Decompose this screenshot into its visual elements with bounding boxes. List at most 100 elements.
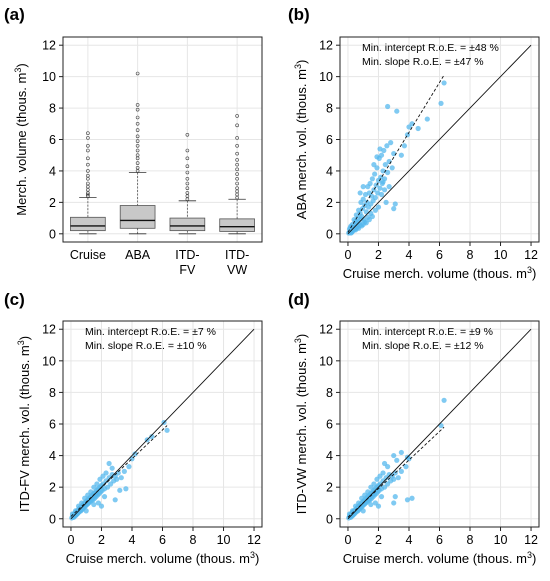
scatter-point [380,179,386,185]
x-tick-label: 2 [375,533,382,547]
scatter-point [398,449,404,456]
box-outlier [86,148,90,153]
x-axis-title-main: Cruise merch. volume (thous. m [343,551,527,566]
box-outlier [235,143,239,148]
y-tick-label: 0 [49,227,56,241]
box-outlier [235,167,239,172]
y-axis-title: Merch. volume (thous. m3) [13,63,29,215]
scatter-point [164,427,170,433]
y-tick-label: 2 [49,481,56,495]
x-tick-label: 10 [494,533,508,547]
scatter-point [360,184,366,190]
scatter-point [404,497,411,503]
y-tick-label: 4 [49,164,56,178]
box-outlier [86,136,90,140]
scatter-point [385,103,391,110]
box-outlier [235,176,239,181]
scatter-point [374,154,380,160]
scatter-point [391,476,397,482]
scatter-point [383,199,389,205]
scatter-point [398,468,404,474]
annotation-text: Min. slope R.o.E. = ±12 % [362,340,484,352]
box-outlier [185,132,190,137]
scatter-point [118,475,124,481]
regression-fit-line [70,425,168,517]
box-outlier [135,107,140,112]
y-axis-title-sup: 3 [13,68,23,73]
panel-label: (a) [4,5,25,24]
scatter-point [392,201,398,207]
scatter-point [394,108,400,114]
scatter-point [103,470,109,476]
y-tick-label: 6 [326,418,333,432]
y-tick-label: 0 [326,227,333,241]
annotation-text: Min. intercept R.o.E. = ±7 % [85,326,216,338]
scatter-point [380,168,386,174]
regression-fit-line [347,426,445,518]
box-outlier [185,191,190,195]
scatter-point [132,451,138,457]
scatter-point [375,204,382,210]
scatter-point [121,468,127,474]
scatter-point [441,397,447,403]
box-outlier [135,71,140,76]
panel-label: (b) [288,5,310,24]
y-tick-label: 10 [319,354,333,368]
scatter-point [109,465,115,471]
box-outlier [135,103,140,107]
box-outlier [235,186,239,191]
box-outlier [235,114,239,118]
x-tick-label: 2 [375,248,382,262]
x-tick-label: 12 [524,248,538,262]
y-axis-title-sup: 3 [16,340,26,345]
regression-fit-line [347,74,445,233]
box-iqr [70,216,106,232]
scatter-point [381,187,388,193]
y-axis-title-main: ITD-FV merch. vol. (thous. m [17,345,32,512]
scatter-point [371,162,377,168]
x-category-label: ABA [125,248,151,262]
y-tick-label: 2 [326,481,333,495]
x-tick-label: 0 [67,533,74,547]
scatter-point [401,143,408,149]
x-tick-label: 8 [190,533,197,547]
y-tick-label: 12 [42,323,56,337]
box-outlier [135,128,140,132]
scatter-point [117,487,123,493]
y-tick-label: 4 [326,449,333,463]
y-axis-title-end: ) [294,334,309,338]
x-category-label: FV [179,263,196,277]
x-axis-title: Cruise merch. volume (thous. m3) [343,265,537,281]
y-axis-title: ITD-FV merch. vol. (thous. m3) [16,336,32,512]
box-outlier [185,181,190,186]
y-tick-label: 12 [42,39,56,53]
x-tick-label: 10 [217,533,231,547]
x-axis-title-sup: 3 [250,550,255,560]
y-axis-title: ITD-VW merch. vol. (thous. m3) [293,334,309,515]
scatter-point [91,501,97,508]
scatter-point [385,169,391,176]
y-tick-label: 6 [326,133,333,147]
box-outlier [135,143,140,148]
box-iqr [169,217,206,232]
scatter-point [123,486,129,492]
scatter-point [83,508,89,514]
y-tick-label: 0 [49,512,56,526]
x-category-label: ITD- [175,248,199,262]
x-tick-label: 8 [467,533,474,547]
x-tick-label: 0 [344,533,351,547]
scatter-point [391,452,397,459]
scatter-point [377,185,383,191]
annotation-text: Min. intercept R.o.E. = ±9 % [362,326,493,338]
box-outlier [235,158,239,162]
y-axis-title-end: ) [17,336,32,340]
x-axis-title-main: Cruise merch. volume (thous. m [343,266,527,281]
scatter-point [94,481,100,487]
scatter-point [98,503,105,509]
scatter-point [380,470,386,476]
box-outlier [185,156,190,161]
x-axis-title: Cruise merch. volume (thous. m3) [66,550,260,566]
x-axis-title-main: Cruise merch. volume (thous. m [66,551,250,566]
y-axis-title-main: Merch. volume (thous. m [14,73,29,216]
box-outlier [135,115,140,120]
